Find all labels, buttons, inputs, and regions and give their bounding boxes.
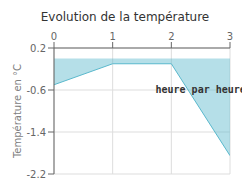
svg-text:3: 3 <box>227 31 233 42</box>
svg-text:-1.4: -1.4 <box>26 127 46 138</box>
svg-text:heure par heure: heure par heure <box>156 84 242 95</box>
svg-text:1: 1 <box>109 31 115 42</box>
svg-text:-0.6: -0.6 <box>26 85 46 96</box>
html-text:Evolution de la température: Evolution de la température <box>40 10 210 24</box>
svg-text:Température en °C: Température en °C <box>12 64 23 159</box>
svg-text:0: 0 <box>51 31 57 42</box>
svg-text:-2.2: -2.2 <box>26 169 46 180</box>
svg-text:0.2: 0.2 <box>30 43 46 54</box>
svg-text:2: 2 <box>168 31 174 42</box>
